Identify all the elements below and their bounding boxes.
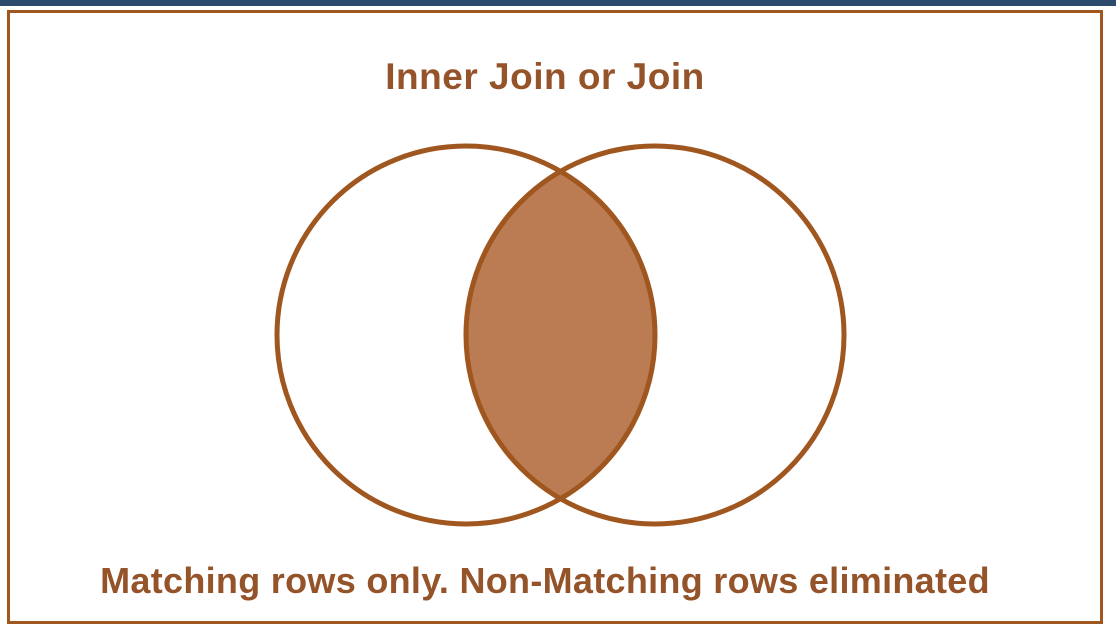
intersection-region — [466, 146, 655, 524]
left-circle — [274, 143, 658, 527]
diagram-title: Inner Join or Join — [385, 56, 705, 97]
top-bar — [0, 0, 1116, 6]
diagram-caption: Matching rows only. Non-Matching rows el… — [100, 560, 990, 601]
right-circle — [463, 143, 847, 527]
